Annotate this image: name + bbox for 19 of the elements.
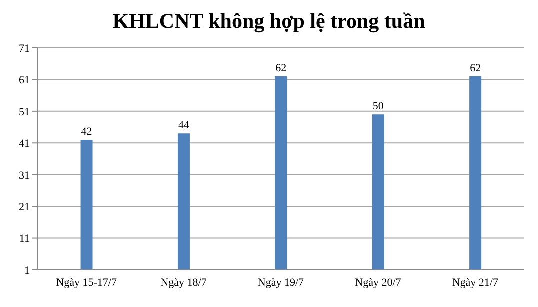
x-tick-label: Ngày 20/7: [355, 276, 402, 289]
data-label: 50: [372, 100, 384, 113]
chart-title: KHLCNT không hợp lệ trong tuần: [112, 8, 426, 35]
x-tick-label: Ngày 19/7: [258, 276, 305, 289]
y-tick-label: 41: [19, 138, 30, 150]
y-tick-label: 11: [19, 233, 30, 246]
data-label: 44: [178, 120, 190, 132]
y-tick-label: 1: [24, 264, 30, 277]
y-tick-label: 61: [19, 74, 30, 87]
y-tick-label: 31: [19, 170, 30, 182]
x-tick-label: Ngày 21/7: [452, 276, 499, 289]
data-label: 62: [470, 62, 482, 75]
x-tick-label: Ngày 15-17/7: [56, 276, 118, 289]
x-tick-label: Ngày 18/7: [160, 276, 208, 289]
y-tick-label: 71: [19, 42, 30, 55]
data-label: 42: [81, 126, 92, 138]
y-tick-label: 51: [19, 106, 30, 118]
data-label: 62: [276, 62, 287, 75]
y-tick-label: 21: [19, 201, 30, 214]
